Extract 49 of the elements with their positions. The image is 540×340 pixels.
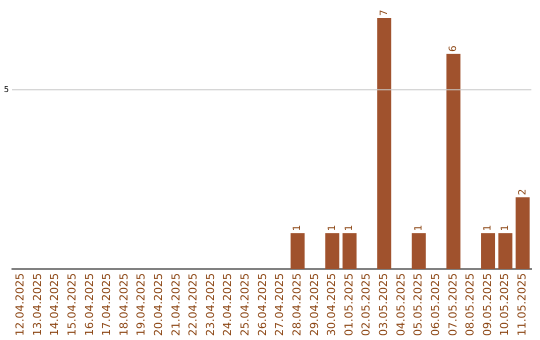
x-tick-label: 03.05.2025 (377, 273, 390, 336)
bar (446, 54, 460, 270)
bar (377, 18, 392, 270)
x-tick-label: 28.04.2025 (290, 273, 304, 336)
data-label: 6 (448, 45, 460, 52)
x-tick-label: 12.04.2025 (14, 273, 27, 336)
x-tick-label: 02.05.2025 (360, 273, 373, 336)
bar (290, 233, 305, 270)
bar (325, 233, 340, 270)
x-tick-label: 07.05.2025 (446, 273, 460, 336)
data-label: 1 (482, 224, 494, 232)
x-tick-label: 21.04.2025 (169, 273, 182, 336)
x-tick-label: 01.05.2025 (342, 273, 356, 336)
data-label: 1 (292, 224, 304, 232)
ref-line-label: 5 (4, 84, 9, 94)
x-tick-label: 16.04.2025 (82, 273, 96, 336)
x-tick-label: 14.04.2025 (48, 273, 62, 336)
x-tick-label: 25.04.2025 (238, 273, 252, 336)
x-tick-label: 15.04.2025 (65, 273, 78, 336)
data-label: 1 (326, 224, 338, 232)
x-tick-label: 22.04.2025 (186, 273, 200, 336)
x-tick-label: 18.04.2025 (117, 273, 130, 336)
x-tick-label: 30.04.2025 (325, 273, 338, 336)
x-tick-label: 23.04.2025 (204, 273, 217, 336)
x-tick-label: 10.05.2025 (498, 273, 512, 336)
x-tick-label: 20.04.2025 (152, 273, 165, 336)
bar (498, 233, 512, 270)
x-tick-label: 29.04.2025 (308, 273, 321, 336)
bar (516, 197, 530, 270)
x-tick-label: 19.04.2025 (134, 273, 148, 336)
data-label: 1 (413, 224, 424, 232)
bar (481, 233, 496, 270)
x-tick-label: 05.05.2025 (412, 273, 425, 336)
data-label: 1 (344, 224, 356, 232)
data-label: 2 (517, 188, 528, 196)
x-tick-label: 17.04.2025 (100, 273, 114, 336)
data-label: 1 (500, 224, 511, 232)
x-tick-label: 13.04.2025 (30, 273, 44, 336)
x-tick-label: 04.05.2025 (394, 273, 408, 336)
bar (412, 233, 426, 270)
x-tick-label: 08.05.2025 (464, 273, 477, 336)
bar (342, 233, 357, 270)
x-tick-label: 24.04.2025 (221, 273, 234, 336)
data-label: 7 (378, 10, 390, 16)
x-tick-label: 27.04.2025 (273, 273, 286, 336)
x-tick-label: 26.04.2025 (256, 273, 269, 336)
x-tick-label: 11.05.2025 (516, 273, 529, 336)
x-tick-label: 06.05.2025 (428, 273, 442, 336)
x-tick-label: 09.05.2025 (480, 273, 494, 336)
